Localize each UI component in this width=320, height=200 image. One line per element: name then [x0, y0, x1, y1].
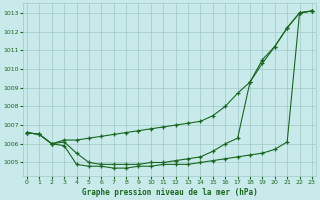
- X-axis label: Graphe pression niveau de la mer (hPa): Graphe pression niveau de la mer (hPa): [82, 188, 257, 197]
